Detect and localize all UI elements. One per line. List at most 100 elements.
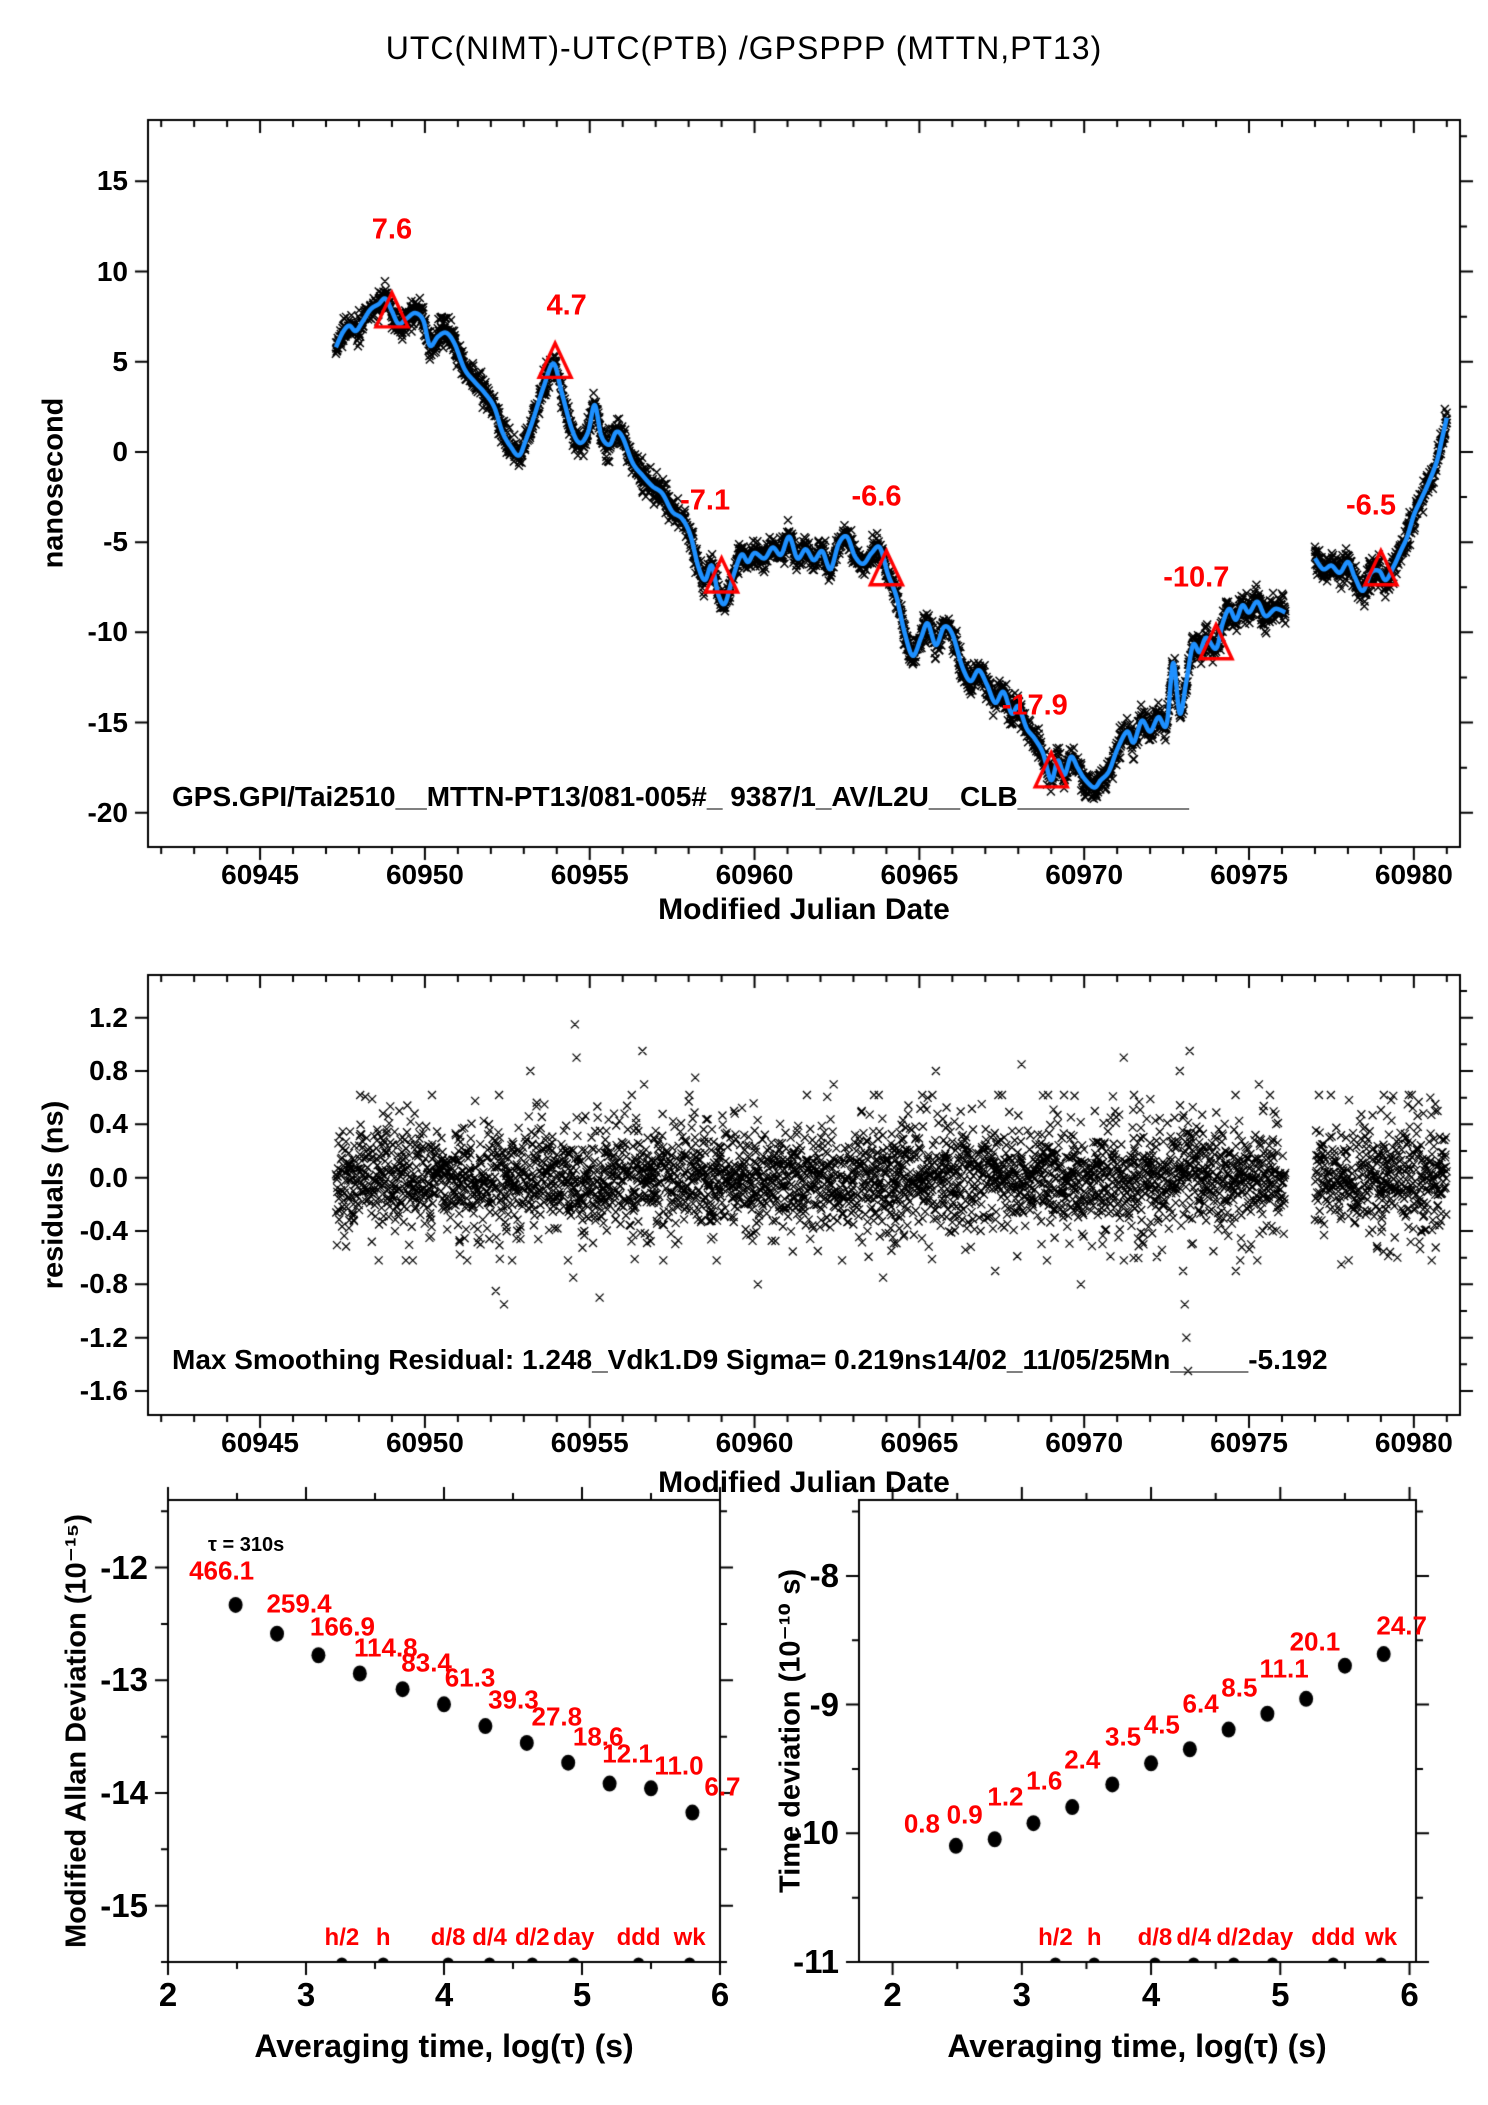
top-x-tick-60960: 60960 — [715, 859, 794, 890]
tdev-value-1.2: 1.2 — [987, 1781, 1024, 1812]
tdev-value-6.4: 6.4 — [1182, 1688, 1219, 1719]
tdev-value-20.1: 20.1 — [1289, 1626, 1341, 1657]
tdev-tau-d4: d/4 — [1176, 1924, 1212, 1951]
peak-label--7.1: -7.1 — [680, 484, 731, 517]
top-y-tick--15: -15 — [87, 706, 128, 738]
mid-x-tick-60980: 60980 — [1374, 1427, 1453, 1458]
top-y-tick--5: -5 — [103, 526, 128, 558]
mdev-value-166.9: 166.9 — [309, 1611, 375, 1642]
top-x-axis-label: Modified Julian Date — [658, 893, 950, 926]
mdev-tau-h2: h/2 — [324, 1924, 360, 1951]
mdev-x-tick-5: 5 — [572, 1976, 592, 2013]
mid-x-tick-60960: 60960 — [715, 1427, 794, 1458]
mdev-value-259.4: 259.4 — [266, 1588, 332, 1619]
top-x-tick-60955: 60955 — [550, 859, 629, 890]
mdev-value-83.4: 83.4 — [401, 1647, 452, 1678]
tdev-x-tick-3: 3 — [1012, 1976, 1032, 2013]
tdev-tau-d8: d/8 — [1137, 1924, 1173, 1951]
top-y-tick--20: -20 — [87, 796, 128, 828]
mdev-value-18.6: 18.6 — [572, 1721, 624, 1752]
mdev-y-axis-label: Modified Allan Deviation (10⁻¹⁵) — [60, 1514, 93, 1948]
tdev-y-tick--11: -11 — [793, 1943, 839, 1980]
peak-label-7.6: 7.6 — [371, 213, 413, 246]
top-x-tick-60945: 60945 — [221, 859, 300, 890]
tdev-x-tick-5: 5 — [1271, 1976, 1290, 2013]
mid-x-tick-60965: 60965 — [880, 1427, 959, 1458]
mid-x-tick-60970: 60970 — [1045, 1427, 1124, 1458]
top-x-tick-60975: 60975 — [1210, 859, 1288, 890]
tdev-y-tick--10: -10 — [791, 1814, 839, 1852]
tdev-y-tick--8: -8 — [809, 1556, 839, 1594]
top-y-tick-5: 5 — [112, 345, 128, 377]
mid-y-tick--1.6: -1.6 — [79, 1375, 128, 1406]
top-x-tick-60950: 60950 — [385, 859, 464, 890]
mid-x-tick-60950: 60950 — [385, 1427, 464, 1458]
mdev-tau-ddd: ddd — [616, 1924, 661, 1951]
tdev-value-8.5: 8.5 — [1221, 1672, 1258, 1703]
tdev-tau-h: h — [1086, 1924, 1102, 1951]
mid-x-axis-label: Modified Julian Date — [658, 1466, 950, 1499]
top-y-axis-label: nanosecond — [37, 397, 70, 569]
mid-y-tick-0.8: 0.8 — [89, 1055, 128, 1086]
mdev-value-466.1: 466.1 — [189, 1555, 255, 1586]
mid-y-tick-1.2: 1.2 — [89, 1001, 128, 1033]
mdev-value-6.7: 6.7 — [704, 1771, 741, 1802]
top-y-tick-0: 0 — [112, 435, 128, 467]
top-x-tick-60970: 60970 — [1045, 859, 1124, 890]
peak-label--17.9: -17.9 — [1001, 689, 1068, 722]
top-y-tick-15: 15 — [96, 165, 128, 197]
tdev-value-11.1: 11.1 — [1259, 1653, 1309, 1684]
mdev-x-tick-2: 2 — [158, 1976, 178, 2013]
mid-y-tick-0.0: 0.0 — [89, 1161, 128, 1193]
tdev-value-24.7: 24.7 — [1376, 1610, 1427, 1641]
peak-label--6.5: -6.5 — [1345, 489, 1396, 522]
mdev-tau-day: day — [553, 1924, 595, 1951]
tdev-value-3.5: 3.5 — [1104, 1721, 1142, 1752]
tdev-tau-day: day — [1251, 1924, 1294, 1951]
tdev-x-tick-4: 4 — [1141, 1976, 1161, 2013]
mdev-value-61.3: 61.3 — [444, 1662, 496, 1693]
mdev-y-tick--12: -12 — [100, 1548, 148, 1586]
mdev-x-axis-label: Averaging time, log(τ) (s) — [254, 2028, 634, 2064]
mdev-tau-h: h — [375, 1924, 391, 1951]
tdev-value-0.8: 0.8 — [903, 1808, 940, 1839]
peak-label-4.7: 4.7 — [546, 289, 587, 322]
mdev-y-tick--14: -14 — [100, 1773, 148, 1811]
mdev-value-12.1: 12.1 — [602, 1738, 653, 1769]
mdev-x-tick-4: 4 — [434, 1976, 454, 2013]
mdev-y-tick--13: -13 — [100, 1661, 148, 1699]
tdev-y-tick--9: -9 — [809, 1685, 839, 1723]
tdev-x-tick-2: 2 — [883, 1976, 902, 2013]
top-y-tick-10: 10 — [96, 255, 128, 287]
tdev-tau-d2: d/2 — [1216, 1924, 1252, 1951]
mdev-value-11.0: 11.0 — [654, 1750, 704, 1781]
tau0-annotation: τ = 310s — [208, 1534, 285, 1556]
peak-label--6.6: -6.6 — [851, 480, 902, 513]
mid-y-tick-0.4: 0.4 — [89, 1108, 128, 1140]
mdev-tau-d8: d/8 — [430, 1924, 466, 1951]
tdev-value-0.9: 0.9 — [946, 1799, 983, 1830]
page-title: UTC(NIMT)-UTC(PTB) /GPSPPP (MTTN,PT13) — [385, 30, 1103, 66]
top-footer-text: GPS.GPI/Tai2510__MTTN-PT13/081-005#_ 938… — [172, 781, 1189, 812]
mdev-x-tick-6: 6 — [710, 1976, 730, 2013]
tdev-tau-h2: h/2 — [1038, 1924, 1073, 1951]
mid-y-tick--0.8: -0.8 — [79, 1268, 128, 1300]
mid-y-tick--1.2: -1.2 — [79, 1321, 128, 1353]
mdev-tau-wk: wk — [673, 1924, 706, 1951]
mdev-tau-d4: d/4 — [472, 1924, 507, 1951]
mid-x-tick-60945: 60945 — [221, 1427, 300, 1458]
top-y-tick--10: -10 — [87, 616, 128, 648]
mdev-value-114.8: 114.8 — [353, 1632, 418, 1663]
mid-footer-text: Max Smoothing Residual: 1.248_Vdk1.D9 Si… — [172, 1344, 1328, 1375]
tdev-x-tick-6: 6 — [1400, 1976, 1419, 2013]
tdev-x-axis-label: Averaging time, log(τ) (s) — [947, 2028, 1327, 2064]
mdev-y-tick--15: -15 — [100, 1886, 148, 1924]
tdev-value-2.4: 2.4 — [1064, 1744, 1101, 1775]
mdev-value-27.8: 27.8 — [531, 1701, 583, 1732]
tdev-tau-ddd: ddd — [1311, 1924, 1356, 1951]
mdev-x-tick-3: 3 — [296, 1976, 316, 2013]
tdev-value-4.5: 4.5 — [1143, 1709, 1180, 1740]
mdev-value-39.3: 39.3 — [488, 1684, 539, 1715]
